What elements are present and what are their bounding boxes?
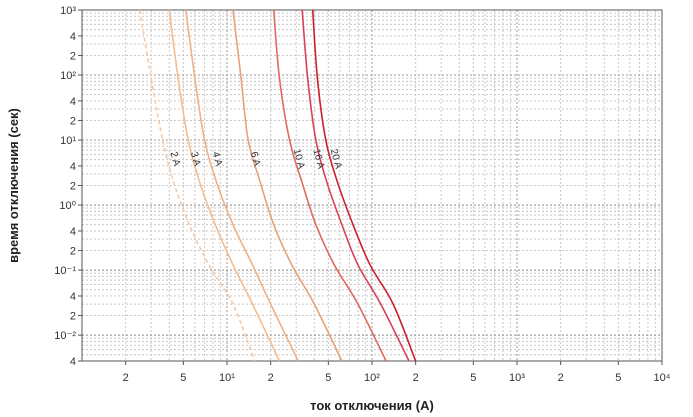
curve-label: 10 A: [291, 148, 307, 171]
y-tick-label: 10⁻¹: [54, 265, 76, 277]
x-tick-label: 10³: [509, 372, 525, 384]
y-tick-label: 10³: [60, 5, 76, 17]
curve-20a: [311, 9, 417, 362]
y-tick-label: 2: [70, 311, 76, 323]
plot-area: 2 A 3 A 4 A 6 A 10 A 16 A 20 A: [81, 9, 663, 362]
curve-16a: [301, 9, 410, 362]
y-tick-label: 2: [70, 246, 76, 258]
curve-label: 3 A: [188, 151, 202, 168]
x-tick-label: 2: [123, 372, 129, 384]
curve-label: 2 A: [168, 151, 182, 168]
y-tick-label: 2: [70, 50, 76, 62]
y-tick-label: 4: [70, 96, 76, 108]
curve-10a: [272, 9, 387, 362]
y-tick-label: 4: [70, 31, 76, 43]
x-tick-label: 5: [470, 372, 476, 384]
x-tick-label: 10⁴: [654, 372, 671, 384]
x-tick-label: 5: [325, 372, 331, 384]
curve-label: 6 A: [248, 151, 262, 168]
y-axis-ticks: 10³ 4 2 10² 4 2 10¹ 4 2 10⁰ 4 2 10⁻¹ 4 2 10⁻² 4: [54, 5, 82, 368]
curve-4a: [185, 9, 299, 362]
y-tick-label: 2: [70, 115, 76, 127]
x-tick-label: 2: [413, 372, 419, 384]
y-tick-label: 2: [70, 181, 76, 193]
y-tick-label: 4: [70, 291, 76, 303]
curve-label: 20 A: [328, 148, 344, 171]
x-axis-ticks: 2 5 10¹ 2 5 10² 2 5 10³ 2 5 10⁴: [123, 361, 671, 384]
curve-3a: [168, 9, 281, 362]
x-tick-label: 2: [268, 372, 274, 384]
x-tick-label: 5: [615, 372, 621, 384]
curve-6a: [232, 9, 343, 362]
y-tick-label: 4: [70, 161, 76, 173]
x-tick-label: 2: [558, 372, 564, 384]
y-tick-label: 4: [70, 356, 76, 368]
y-tick-label: 10¹: [60, 135, 76, 147]
y-tick-label: 10²: [60, 70, 76, 82]
y-tick-label: 10⁻²: [54, 330, 76, 342]
x-tick-label: 10²: [364, 372, 380, 384]
curve-labels: 2 A 3 A 4 A 6 A 10 A 16 A 20 A: [168, 148, 344, 171]
curve-label: 4 A: [210, 151, 224, 168]
y-axis-title: время отключения (сек): [6, 108, 21, 263]
y-tick-label: 4: [70, 226, 76, 238]
y-tick-label: 10⁰: [59, 200, 76, 212]
curves: [138, 9, 417, 362]
x-axis-title: ток отключения (А): [310, 398, 434, 413]
x-tick-label: 10¹: [219, 372, 235, 384]
x-tick-label: 5: [180, 372, 186, 384]
curve-label: 16 A: [310, 148, 326, 171]
